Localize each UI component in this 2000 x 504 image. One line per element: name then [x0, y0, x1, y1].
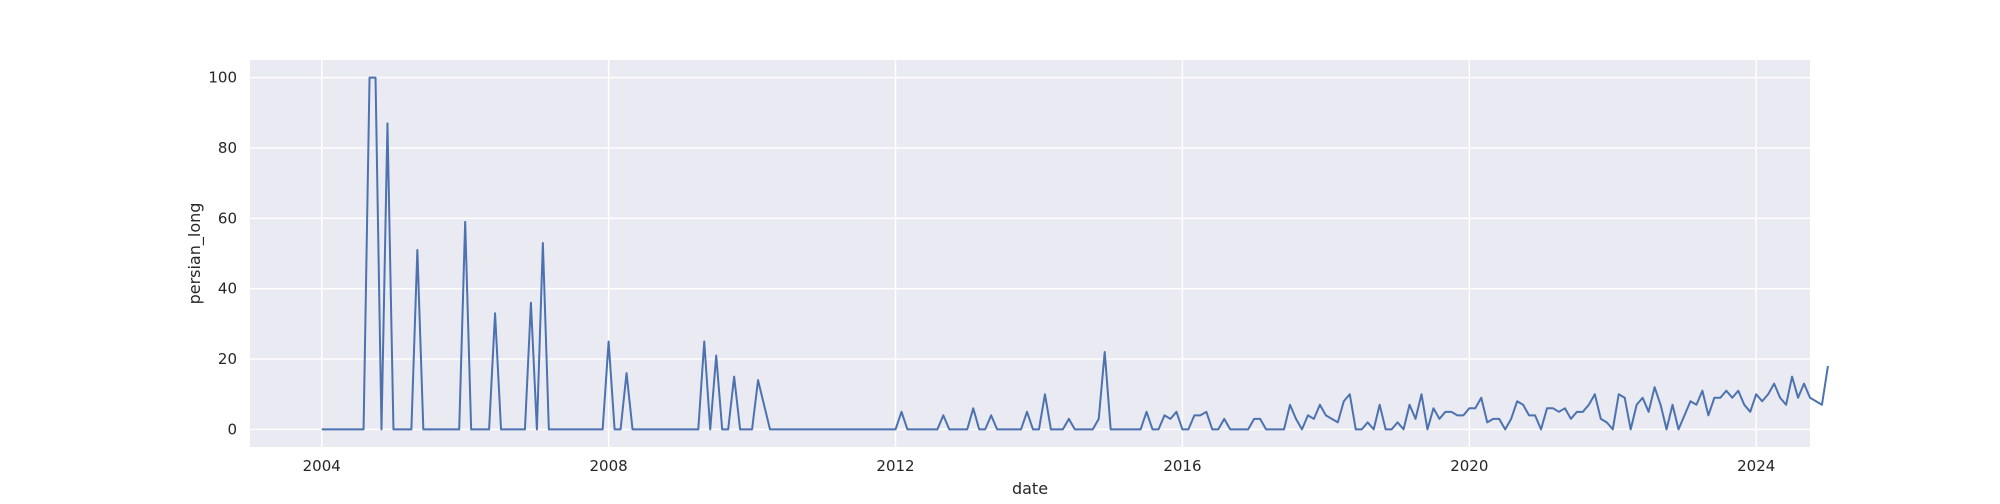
x-tick-label: 2024	[1737, 457, 1775, 475]
y-tick-label: 0	[227, 420, 237, 438]
y-tick-label: 20	[218, 350, 237, 368]
series-line	[321, 76, 1829, 431]
y-tick-label: 100	[208, 69, 237, 87]
x-tick-label: 2016	[1163, 457, 1201, 475]
tick-labels: 2004 2008 2012 2016 2020 2024 0 20 40 60 80 100	[208, 69, 1775, 475]
plot-area	[250, 60, 1810, 447]
y-tick-label: 80	[218, 139, 237, 157]
y-tick-label: 60	[218, 209, 237, 227]
x-tick-label: 2008	[590, 457, 628, 475]
y-tick-label: 40	[218, 280, 237, 298]
x-axis-label: date	[1012, 479, 1048, 498]
x-tick-label: 2020	[1450, 457, 1488, 475]
series-layer	[321, 76, 1829, 431]
x-tick-label: 2004	[303, 457, 341, 475]
x-tick-label: 2012	[876, 457, 914, 475]
y-axis-label: persian_long	[185, 203, 205, 305]
